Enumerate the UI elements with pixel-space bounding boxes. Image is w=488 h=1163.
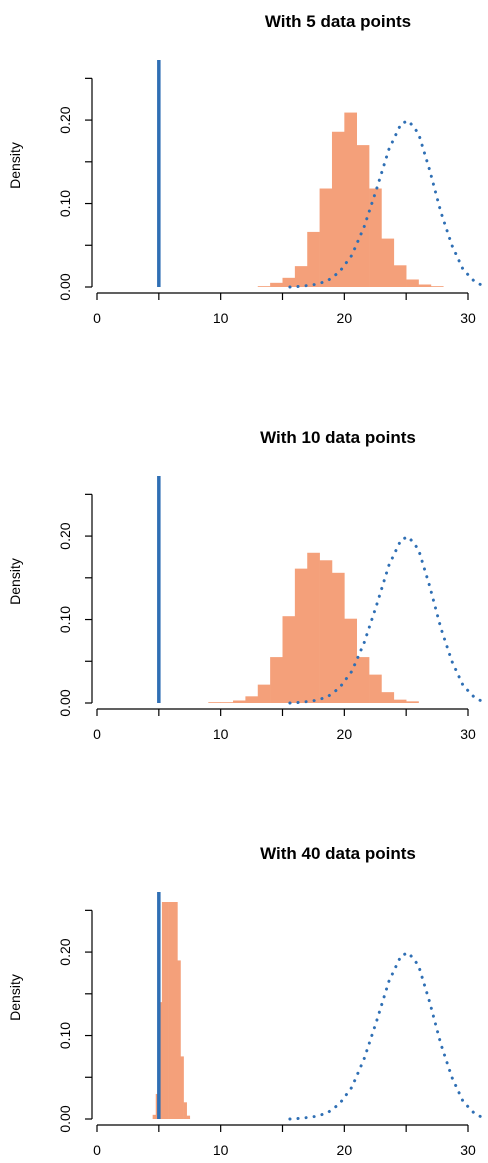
histogram-bar bbox=[331, 131, 345, 287]
y-tick-label: 0.00 bbox=[57, 273, 73, 300]
histogram-bar bbox=[406, 701, 419, 703]
histogram-bar bbox=[356, 657, 370, 703]
histogram-bar bbox=[294, 266, 308, 287]
x-tick-label: 30 bbox=[460, 726, 476, 742]
x-tick-label: 30 bbox=[460, 1142, 476, 1158]
y-tick-label: 0.20 bbox=[57, 938, 73, 965]
y-tick-label: 0.10 bbox=[57, 190, 73, 217]
y-tick-label: 0.10 bbox=[57, 1022, 73, 1049]
chart-panel-2: With 10 data points 0.00 0.10 0.20 Density 0 1… bbox=[7, 428, 482, 742]
chart-title: With 10 data points bbox=[260, 428, 416, 447]
x-tick-label: 10 bbox=[213, 1142, 229, 1158]
y-tick-label: 0.00 bbox=[57, 1105, 73, 1132]
histogram-bar bbox=[344, 618, 357, 703]
histogram-bar bbox=[294, 568, 308, 703]
chart-panel-1: With 5 data points 0.00 0.10 0.20 Density 0 10… bbox=[7, 12, 482, 326]
histogram-bar bbox=[171, 902, 175, 1119]
histogram-bar bbox=[270, 657, 283, 703]
histogram-bar bbox=[381, 692, 395, 703]
y-axis-label: Density bbox=[7, 142, 23, 189]
histogram-bar bbox=[282, 616, 296, 703]
histogram-bar bbox=[344, 112, 357, 287]
histogram-bar bbox=[245, 696, 259, 703]
histogram-bar bbox=[233, 700, 246, 703]
histogram-bar bbox=[186, 1115, 191, 1119]
y-axis-label: Density bbox=[7, 558, 23, 605]
histogram-bar bbox=[393, 699, 407, 703]
histogram-bar bbox=[319, 560, 333, 703]
histogram-bar bbox=[369, 674, 382, 703]
chart-title: With 40 data points bbox=[260, 844, 416, 863]
histogram-bar bbox=[331, 572, 345, 703]
histogram-bar bbox=[307, 231, 320, 287]
y-tick-label: 0.10 bbox=[57, 606, 73, 633]
histogram-bar bbox=[161, 902, 166, 1119]
x-tick-label: 0 bbox=[93, 1142, 101, 1158]
x-tick-label: 0 bbox=[93, 726, 101, 742]
histogram-bar bbox=[257, 286, 271, 287]
histogram-bar bbox=[430, 286, 444, 287]
y-tick-label: 0.20 bbox=[57, 106, 73, 133]
histogram-bar bbox=[393, 265, 407, 287]
x-tick-label: 10 bbox=[213, 726, 229, 742]
histogram-bar bbox=[180, 1056, 184, 1119]
histogram-bar bbox=[177, 960, 181, 1119]
x-tick-label: 20 bbox=[337, 1142, 353, 1158]
histogram-bar bbox=[319, 188, 333, 287]
histogram-bar bbox=[168, 902, 172, 1119]
histogram-bar bbox=[152, 1114, 157, 1119]
chart-panel-3: With 40 data points 0.00 0.10 0.20 Density 0 1… bbox=[7, 844, 482, 1158]
histogram-bar bbox=[220, 702, 234, 703]
y-tick-label: 0.00 bbox=[57, 689, 73, 716]
x-tick-label: 0 bbox=[93, 310, 101, 326]
histogram-bar bbox=[165, 902, 169, 1119]
histogram-bar bbox=[356, 145, 370, 287]
x-tick-label: 10 bbox=[213, 310, 229, 326]
histogram-bar bbox=[406, 279, 419, 287]
x-tick-label: 20 bbox=[337, 726, 353, 742]
histogram-bar bbox=[418, 284, 432, 287]
histogram-bar bbox=[183, 1102, 187, 1119]
x-tick-label: 30 bbox=[460, 310, 476, 326]
histogram-bar bbox=[369, 188, 382, 287]
histogram-bar bbox=[174, 902, 178, 1119]
histogram-bar bbox=[307, 552, 320, 703]
histogram-bar bbox=[208, 702, 221, 703]
histogram-bar bbox=[270, 282, 283, 287]
y-axis-label: Density bbox=[7, 974, 23, 1021]
histogram-bar bbox=[381, 238, 395, 287]
x-tick-label: 20 bbox=[337, 310, 353, 326]
histogram-bar bbox=[257, 684, 271, 703]
histogram-bar bbox=[282, 277, 296, 287]
y-tick-label: 0.20 bbox=[57, 522, 73, 549]
chart-title: With 5 data points bbox=[265, 12, 411, 31]
